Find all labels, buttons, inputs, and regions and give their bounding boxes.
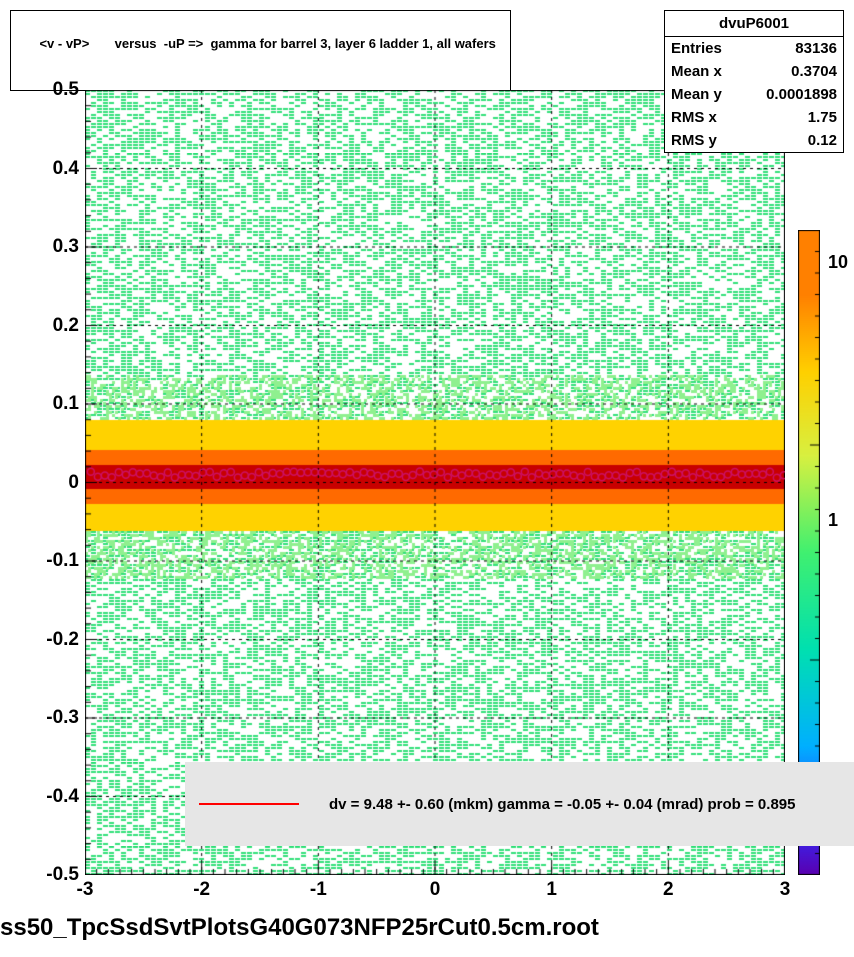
stats-row: Entries 83136	[665, 37, 843, 60]
x-tick-label: 0	[430, 879, 441, 901]
y-tick-label: 0.5	[53, 79, 79, 101]
y-tick-label: 0.3	[53, 236, 79, 258]
plot-title: <v - vP> versus -uP => gamma for barrel …	[39, 36, 495, 51]
y-tick-label: -0.3	[46, 707, 79, 729]
x-tick-label: 1	[546, 879, 557, 901]
x-tick-label: -1	[310, 879, 327, 901]
y-tick-label: -0.5	[46, 864, 79, 886]
x-tick-label: 2	[663, 879, 674, 901]
stats-row: Mean y 0.0001898	[665, 83, 843, 106]
stats-label: Mean y	[671, 86, 722, 103]
y-tick-label: 0	[68, 472, 79, 494]
stats-value: 83136	[795, 40, 837, 57]
fit-legend-text: dv = 9.48 +- 0.60 (mkm) gamma = -0.05 +-…	[329, 796, 795, 813]
stats-label: RMS y	[671, 132, 717, 149]
y-tick-label: 0.4	[53, 158, 79, 180]
x-tick-label: -3	[77, 879, 94, 901]
stats-label: RMS x	[671, 109, 717, 126]
stats-row: RMS x 1.75	[665, 106, 843, 129]
stats-value: 0.0001898	[766, 86, 837, 103]
colorbar-tick: 1	[828, 510, 838, 531]
heatmap-plot: dv = 9.48 +- 0.60 (mkm) gamma = -0.05 +-…	[85, 90, 785, 875]
stats-value: 0.12	[808, 132, 837, 149]
stats-value: 0.3704	[791, 63, 837, 80]
stats-row: RMS y 0.12	[665, 129, 843, 152]
heatmap-canvas	[85, 90, 785, 875]
x-tick-label: 3	[780, 879, 791, 901]
stats-label: Entries	[671, 40, 722, 57]
plot-title-box: <v - vP> versus -uP => gamma for barrel …	[10, 10, 511, 91]
y-tick-label: -0.1	[46, 550, 79, 572]
stats-value: 1.75	[808, 109, 837, 126]
stats-row: Mean x 0.3704	[665, 60, 843, 83]
y-tick-label: 0.1	[53, 393, 79, 415]
fit-legend-box: dv = 9.48 +- 0.60 (mkm) gamma = -0.05 +-…	[185, 762, 854, 846]
colorbar-tick: 10	[828, 252, 848, 273]
stats-label: Mean x	[671, 63, 722, 80]
y-tick-label: 0.2	[53, 315, 79, 337]
stats-name: dvuP6001	[665, 11, 843, 37]
x-tick-label: -2	[193, 879, 210, 901]
y-tick-label: -0.2	[46, 629, 79, 651]
y-tick-label: -0.4	[46, 786, 79, 808]
stats-box: dvuP6001 Entries 83136 Mean x 0.3704 Mean y 0…	[664, 10, 844, 153]
file-name: ss50_TpcSsdSvtPlotsG40G073NFP25rCut0.5cm…	[0, 914, 599, 942]
fit-legend-line	[199, 803, 299, 805]
